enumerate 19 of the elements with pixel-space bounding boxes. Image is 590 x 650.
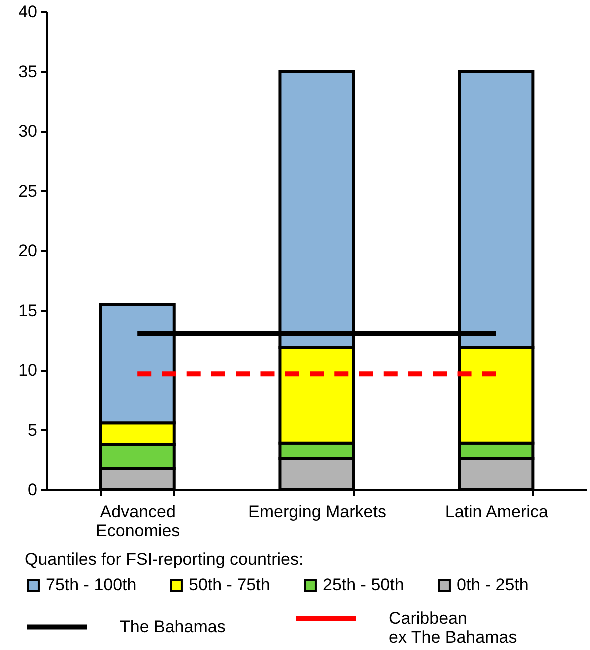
legend-label: The Bahamas xyxy=(120,617,226,636)
x-tick-label: Latin America xyxy=(445,502,549,522)
y-tick-label: 0 xyxy=(28,480,38,500)
legend-label: 25th - 50th xyxy=(323,576,404,595)
y-tick-label: 25 xyxy=(18,182,38,201)
legend-title: Quantiles for FSI-reporting countries: xyxy=(25,550,304,569)
y-tick-label: 15 xyxy=(18,301,38,320)
x-tick-label: Advanced Economies xyxy=(96,502,180,540)
legend-label: 50th - 75th xyxy=(189,576,270,595)
y-tick-label: 10 xyxy=(18,361,38,380)
y-tick-label: 35 xyxy=(18,62,38,82)
y-tick-label: 20 xyxy=(18,242,38,260)
legend-label: 0th - 25th xyxy=(457,576,529,595)
y-tick-label: 30 xyxy=(18,122,38,141)
y-tick-label: 5 xyxy=(28,420,38,440)
legend-label: 75th - 100th xyxy=(46,576,137,595)
x-tick-label: Emerging Markets xyxy=(248,502,386,522)
y-tick-label: 40 xyxy=(18,2,38,22)
legend-label: Caribbean ex The Bahamas xyxy=(389,608,518,647)
